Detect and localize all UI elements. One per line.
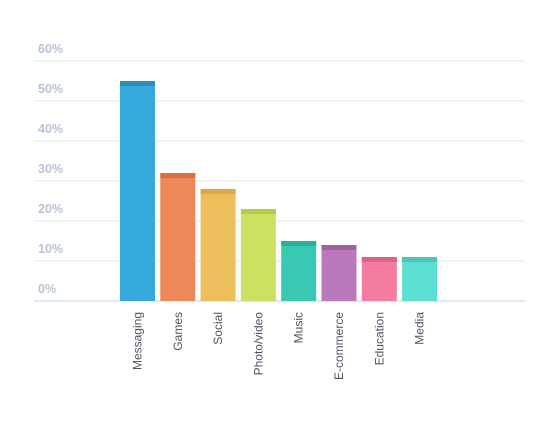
x-tick-label: Photo/video	[251, 312, 265, 376]
bar-body	[281, 241, 317, 301]
y-tick-label: 50%	[38, 82, 63, 96]
y-tick-label: 10%	[38, 242, 63, 256]
y-tick-label: 40%	[38, 122, 63, 136]
bar-cap	[281, 241, 317, 246]
bar-body	[160, 173, 196, 301]
bar-social	[200, 189, 236, 301]
bar-body	[200, 189, 236, 301]
bar-media	[402, 257, 438, 301]
x-tick-label: Music	[292, 312, 306, 343]
bar-cap	[160, 173, 196, 178]
bar-body	[321, 245, 357, 301]
y-tick-label: 20%	[38, 202, 63, 216]
bar-cap	[200, 189, 236, 194]
x-tick-label: Education	[372, 312, 386, 365]
bar-cap	[321, 245, 357, 250]
x-axis-category-labels: Messaging Games Social Photo/video Music E-co…	[131, 312, 427, 380]
bar-cap	[240, 209, 276, 214]
x-tick-label: Media	[413, 312, 427, 345]
y-tick-label: 0%	[38, 282, 56, 296]
bar-e-commerce	[321, 245, 357, 301]
gridlines	[34, 60, 525, 302]
x-tick-label: Messaging	[131, 312, 145, 370]
bar-body	[120, 81, 155, 301]
y-axis-tick-labels: 0% 10% 20% 30% 40% 50% 60%	[38, 42, 63, 296]
bar-body	[402, 257, 438, 301]
x-tick-label: Social	[211, 312, 225, 345]
bar-music	[281, 241, 317, 301]
bar-body	[240, 209, 276, 301]
bar-cap	[402, 257, 438, 262]
bar-education	[361, 257, 397, 301]
x-tick-label: E-commerce	[332, 312, 346, 380]
bar-cap	[120, 81, 155, 86]
bar-games	[160, 173, 196, 301]
bar-photo-video	[240, 209, 276, 301]
y-tick-label: 30%	[38, 162, 63, 176]
y-tick-label: 60%	[38, 42, 63, 56]
bar-cap	[361, 257, 397, 262]
bar-body	[361, 257, 397, 301]
bars	[120, 81, 438, 301]
bar-messaging	[120, 81, 155, 301]
x-tick-label: Games	[171, 312, 185, 351]
